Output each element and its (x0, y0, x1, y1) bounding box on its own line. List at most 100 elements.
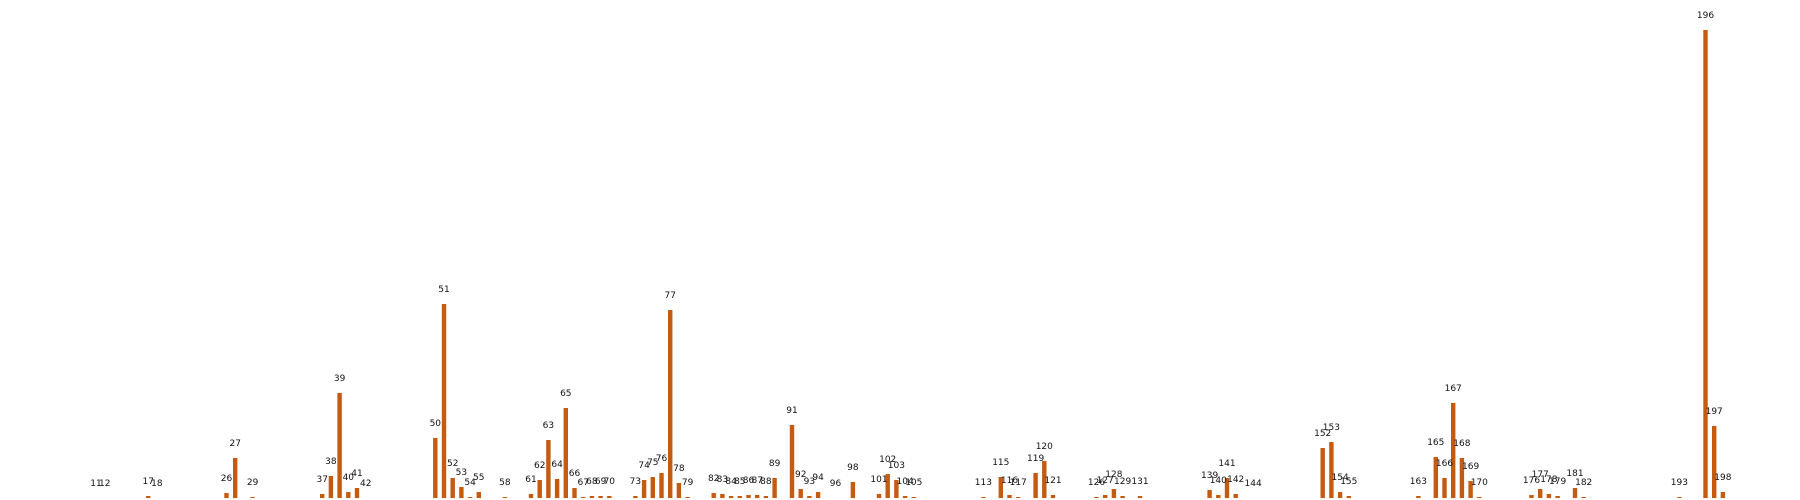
bar-129 (1120, 496, 1125, 498)
bar-166 (1442, 478, 1447, 498)
bar-70 (607, 496, 612, 498)
bar-178 (1546, 494, 1552, 498)
bar-label-141: 141 (1218, 459, 1235, 469)
bar-label-170: 170 (1471, 478, 1488, 488)
bar-label-96: 96 (830, 479, 842, 489)
bar-168 (1459, 458, 1465, 498)
bar-label-101: 101 (870, 475, 887, 485)
bar-label-179: 179 (1549, 477, 1566, 487)
bar-128 (1111, 489, 1117, 498)
bar-label-131: 131 (1131, 477, 1148, 487)
bar-label-88: 88 (760, 477, 772, 487)
bar-153 (1329, 442, 1334, 498)
bar-label-92: 92 (795, 470, 806, 480)
bar-167 (1451, 403, 1456, 498)
bars-group (146, 30, 1726, 498)
bar-label-126: 126 (1088, 478, 1105, 488)
bar-141 (1224, 478, 1230, 498)
bar-163 (1416, 496, 1421, 498)
bar-label-142: 142 (1227, 475, 1244, 485)
bar-139 (1207, 490, 1212, 498)
bar-label-165: 165 (1427, 438, 1444, 448)
bar-64 (554, 479, 560, 498)
bar-62 (537, 480, 542, 498)
bar-label-17: 17 (142, 477, 153, 487)
bar-label-120: 120 (1036, 442, 1053, 452)
bar-86 (746, 495, 751, 498)
bar-label-178: 178 (1540, 475, 1557, 485)
bar-label-29: 29 (247, 478, 259, 488)
bar-label-52: 52 (447, 459, 458, 469)
bar-label-167: 167 (1445, 384, 1462, 394)
bar-105 (911, 497, 916, 498)
bar-label-169: 169 (1462, 462, 1479, 472)
bar-label-85: 85 (734, 477, 745, 487)
bar-label-153: 153 (1323, 423, 1340, 433)
bar-label-37: 37 (316, 475, 327, 485)
bar-78 (676, 483, 682, 498)
bar-label-182: 182 (1575, 478, 1592, 488)
bar-176 (1529, 495, 1534, 498)
bar-154 (1337, 492, 1343, 498)
bar-126 (1094, 497, 1099, 498)
bar-17 (146, 496, 151, 498)
bar-155 (1346, 496, 1351, 498)
bar-label-121: 121 (1044, 476, 1061, 486)
bar-82 (711, 493, 716, 498)
bar-67 (581, 497, 586, 498)
bar-40 (346, 492, 351, 498)
bar-55 (476, 492, 481, 498)
bar-label-18: 18 (151, 479, 163, 489)
bar-103 (894, 480, 899, 498)
bar-83 (720, 494, 725, 498)
bar-label-196: 196 (1697, 11, 1714, 21)
bar-182 (1581, 497, 1586, 498)
bar-label-119: 119 (1027, 454, 1044, 464)
bar-label-86: 86 (743, 476, 755, 486)
bar-label-193: 193 (1671, 478, 1688, 488)
bar-label-38: 38 (325, 457, 337, 467)
bar-120 (1042, 461, 1047, 498)
bar-label-139: 139 (1201, 471, 1218, 481)
bar-101 (876, 494, 882, 498)
bar-88 (763, 496, 769, 498)
bar-label-65: 65 (560, 389, 571, 399)
bar-91 (789, 425, 795, 498)
bar-label-68: 68 (586, 477, 598, 487)
bar-196 (1703, 30, 1708, 498)
bar-51 (441, 304, 447, 498)
bar-label-73: 73 (630, 477, 641, 487)
bar-198 (1720, 492, 1726, 498)
bar-label-63: 63 (543, 421, 554, 431)
bar-label-61: 61 (525, 475, 536, 485)
bar-label-105: 105 (905, 478, 922, 488)
bar-94 (815, 492, 821, 498)
bar-label-197: 197 (1706, 407, 1723, 417)
bar-label-76: 76 (656, 454, 668, 464)
bar-29 (250, 497, 255, 498)
bar-label-116: 116 (1001, 476, 1018, 486)
bar-label-62: 62 (534, 461, 545, 471)
bar-165 (1433, 457, 1438, 498)
bar-63 (546, 440, 551, 498)
bar-label-69: 69 (595, 477, 607, 487)
bar-73 (633, 496, 638, 498)
bar-label-163: 163 (1410, 477, 1427, 487)
bar-87 (755, 495, 760, 498)
bar-label-98: 98 (847, 463, 859, 473)
bar-label-58: 58 (499, 478, 511, 488)
bar-66 (572, 488, 577, 498)
bar-label-42: 42 (360, 479, 371, 489)
bar-label-129: 129 (1114, 477, 1131, 487)
bar-116 (1007, 495, 1012, 498)
bar-177 (1538, 489, 1543, 498)
bar-label-87: 87 (751, 476, 762, 486)
bar-93 (807, 496, 812, 498)
bar-label-55: 55 (473, 473, 484, 483)
bar-label-176: 176 (1523, 476, 1540, 486)
bar-119 (1033, 473, 1038, 498)
bar-label-39: 39 (334, 374, 346, 384)
bar-label-64: 64 (551, 460, 563, 470)
